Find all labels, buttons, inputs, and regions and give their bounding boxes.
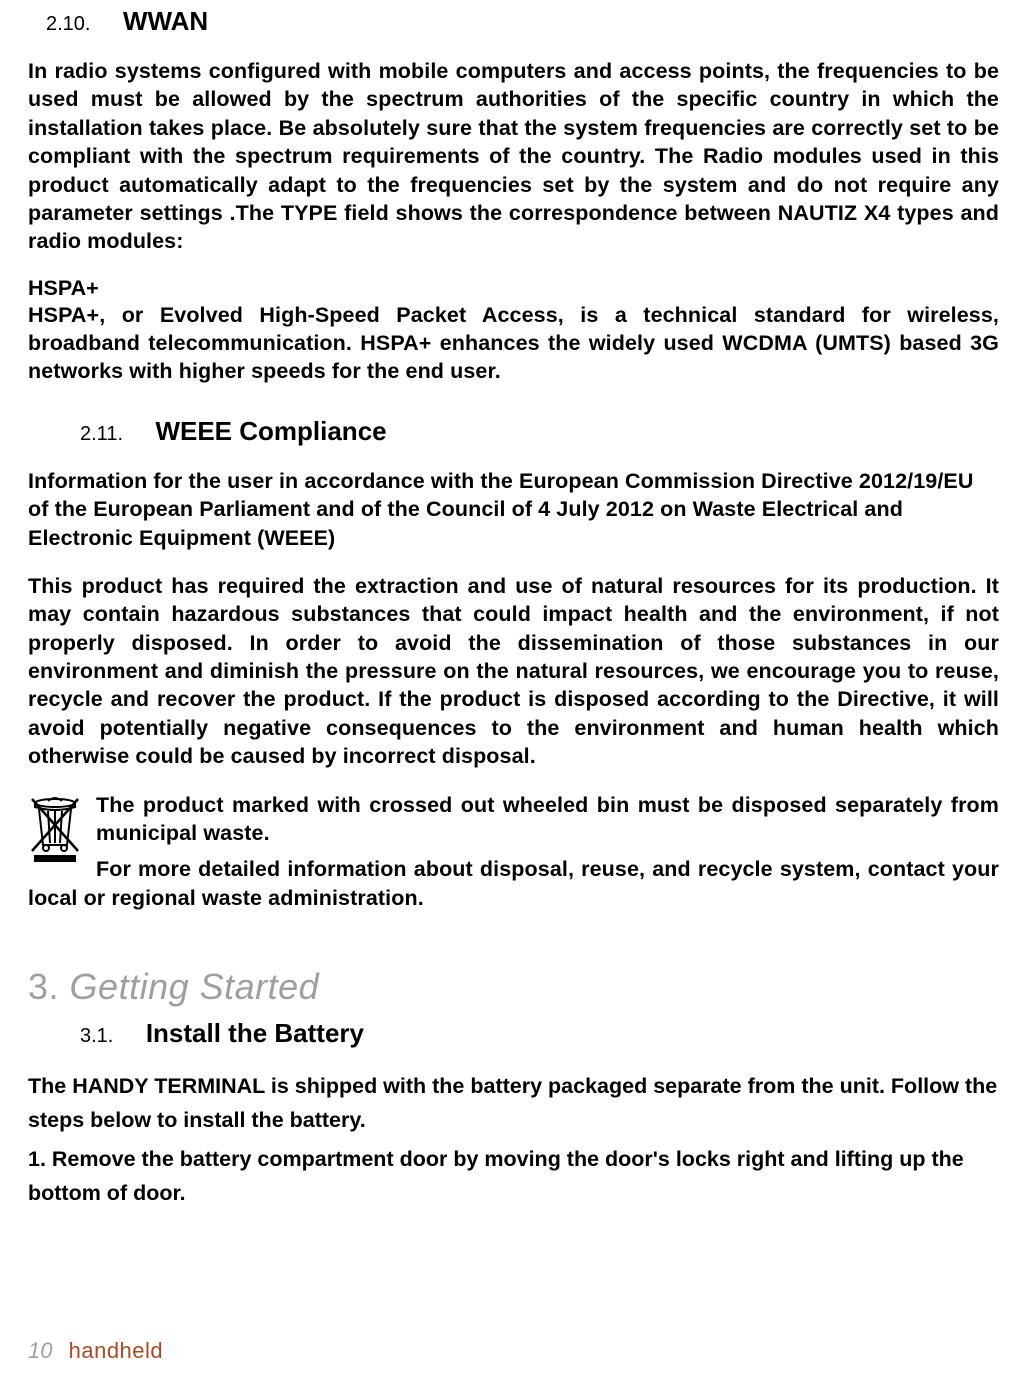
wwan-paragraph: In radio systems configured with mobile … xyxy=(28,57,999,256)
page-footer: 10 handheld xyxy=(28,1338,163,1364)
section-2-10-heading: 2.10. WWAN xyxy=(28,6,999,37)
section-2-11-heading: 2.11. WEEE Compliance xyxy=(80,416,999,447)
battery-step-1: 1. Remove the battery compartment door b… xyxy=(28,1142,999,1211)
section-title-wwan: WWAN xyxy=(123,6,208,37)
section-title-install-battery: Install the Battery xyxy=(146,1018,364,1049)
chapter-3-heading: 3. Getting Started xyxy=(28,966,999,1008)
brand-name: handheld xyxy=(69,1338,164,1363)
page: 2.10. WWAN In radio systems configured w… xyxy=(0,6,1027,1390)
weee-icon-block: The product marked with crossed out whee… xyxy=(28,791,999,933)
section-number: 2.10. xyxy=(46,13,90,36)
hspa-body: HSPA+, or Evolved High-Speed Packet Acce… xyxy=(28,301,999,386)
section-3-1-heading: 3.1. Install the Battery xyxy=(80,1018,999,1049)
page-number: 10 xyxy=(28,1338,52,1363)
section-number: 2.11. xyxy=(80,423,123,446)
chapter-title: Getting Started xyxy=(70,966,320,1007)
weee-directive-intro: Information for the user in accordance w… xyxy=(28,467,999,552)
weee-icon-line2: For more detailed information about disp… xyxy=(28,855,999,912)
weee-crossed-bin-icon xyxy=(28,795,82,863)
section-number: 3.1. xyxy=(80,1025,113,1048)
weee-icon-line1: The product marked with crossed out whee… xyxy=(28,791,999,848)
hspa-subhead: HSPA+ xyxy=(28,276,999,301)
chapter-number: 3. xyxy=(28,966,59,1007)
weee-body: This product has required the extraction… xyxy=(28,572,999,771)
battery-intro: The HANDY TERMINAL is shipped with the b… xyxy=(28,1069,999,1138)
section-title-weee: WEEE Compliance xyxy=(155,416,386,447)
